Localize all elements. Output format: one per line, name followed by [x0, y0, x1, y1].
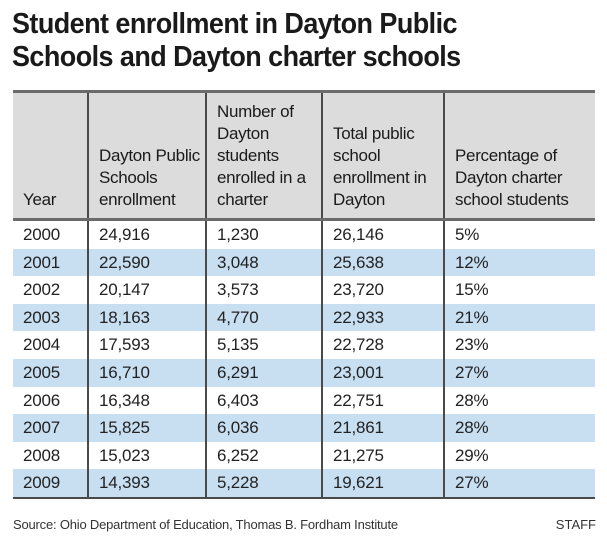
- title-line-2: Schools and Dayton charter schools: [12, 41, 461, 73]
- title-line-1: Student enrollment in Dayton Public: [12, 8, 458, 40]
- cell-charter-percentage: 27%: [443, 469, 595, 498]
- cell-total-enrollment: 21,275: [321, 441, 444, 470]
- header-charter-students: Number of Dayton students enrolled in a …: [205, 91, 322, 220]
- cell-charter-percentage: 5%: [443, 219, 595, 249]
- cell-dps-enrollment: 16,348: [87, 386, 206, 415]
- cell-charter-students: 6,252: [205, 441, 322, 470]
- table-row: 2003 18,163 4,770 22,933 21%: [13, 303, 595, 332]
- table-row: 2007 15,825 6,036 21,861 28%: [13, 414, 595, 442]
- page-title: Student enrollment in Dayton Public Scho…: [12, 8, 561, 74]
- cell-charter-percentage: 15%: [443, 276, 595, 304]
- cell-dps-enrollment: 22,590: [87, 248, 206, 277]
- table-row: 2001 22,590 3,048 25,638 12%: [13, 248, 595, 277]
- header-row: Year Dayton Public Schools enrollment Nu…: [13, 91, 595, 220]
- cell-dps-enrollment: 18,163: [87, 303, 206, 332]
- header-dps-enrollment: Dayton Public Schools enrollment: [87, 91, 206, 220]
- cell-dps-enrollment: 16,710: [87, 358, 206, 387]
- source-note: Source: Ohio Department of Education, Th…: [13, 517, 398, 532]
- cell-total-enrollment: 26,146: [321, 219, 444, 249]
- cell-dps-enrollment: 15,825: [87, 414, 206, 442]
- cell-dps-enrollment: 24,916: [87, 219, 206, 249]
- table-row: 2006 16,348 6,403 22,751 28%: [13, 386, 595, 415]
- cell-total-enrollment: 22,751: [321, 386, 444, 415]
- cell-year: 2001: [23, 252, 61, 272]
- cell-total-enrollment: 22,933: [321, 303, 444, 332]
- cell-charter-students: 6,036: [205, 414, 322, 442]
- cell-charter-students: 6,403: [205, 386, 322, 415]
- staff-credit: STAFF: [555, 517, 596, 532]
- cell-year: 2007: [23, 418, 61, 438]
- cell-charter-percentage: 23%: [443, 331, 595, 359]
- cell-year: 2005: [23, 362, 61, 382]
- cell-charter-percentage: 12%: [443, 248, 595, 277]
- cell-charter-students: 5,228: [205, 469, 322, 498]
- cell-year: 2009: [23, 473, 61, 493]
- cell-charter-percentage: 28%: [443, 414, 595, 442]
- cell-dps-enrollment: 20,147: [87, 276, 206, 304]
- cell-total-enrollment: 23,001: [321, 358, 444, 387]
- cell-charter-students: 5,135: [205, 331, 322, 359]
- cell-charter-students: 3,048: [205, 248, 322, 277]
- cell-charter-students: 4,770: [205, 303, 322, 332]
- table-row: 2004 17,593 5,135 22,728 23%: [13, 331, 595, 359]
- cell-dps-enrollment: 14,393: [87, 469, 206, 498]
- cell-charter-percentage: 29%: [443, 441, 595, 470]
- cell-charter-students: 3,573: [205, 276, 322, 304]
- table-row: 2002 20,147 3,573 23,720 15%: [13, 276, 595, 304]
- cell-year: 2006: [23, 390, 61, 410]
- enrollment-table: Year Dayton Public Schools enrollment Nu…: [13, 90, 595, 499]
- cell-dps-enrollment: 17,593: [87, 331, 206, 359]
- cell-charter-percentage: 27%: [443, 358, 595, 387]
- cell-year: 2000: [23, 225, 61, 244]
- table-row: 2000 24,916 1,230 26,146 5%: [13, 219, 595, 249]
- cell-year: 2003: [23, 307, 61, 327]
- cell-charter-students: 1,230: [205, 219, 322, 249]
- cell-year: 2004: [23, 335, 61, 355]
- cell-dps-enrollment: 15,023: [87, 441, 206, 470]
- table-row: 2005 16,710 6,291 23,001 27%: [13, 358, 595, 387]
- table-body: 2000 24,916 1,230 26,146 5% 2001 22,590 3,048 25…: [13, 219, 595, 498]
- cell-charter-percentage: 21%: [443, 303, 595, 332]
- table-row: 2009 14,393 5,228 19,621 27%: [13, 469, 595, 498]
- header-year: Year: [23, 190, 57, 209]
- table-row: 2008 15,023 6,252 21,275 29%: [13, 441, 595, 470]
- header-total-enrollment: Total public school enrollment in Dayton: [321, 91, 444, 220]
- header-charter-percentage: Percentage of Dayton charter school stud…: [443, 91, 595, 220]
- cell-total-enrollment: 22,728: [321, 331, 444, 359]
- table-header: Year Dayton Public Schools enrollment Nu…: [13, 91, 595, 220]
- cell-total-enrollment: 21,861: [321, 414, 444, 442]
- cell-total-enrollment: 19,621: [321, 469, 444, 498]
- cell-year: 2008: [23, 445, 61, 465]
- cell-year: 2002: [23, 280, 61, 300]
- cell-total-enrollment: 25,638: [321, 248, 444, 277]
- cell-total-enrollment: 23,720: [321, 276, 444, 304]
- cell-charter-students: 6,291: [205, 358, 322, 387]
- cell-charter-percentage: 28%: [443, 386, 595, 415]
